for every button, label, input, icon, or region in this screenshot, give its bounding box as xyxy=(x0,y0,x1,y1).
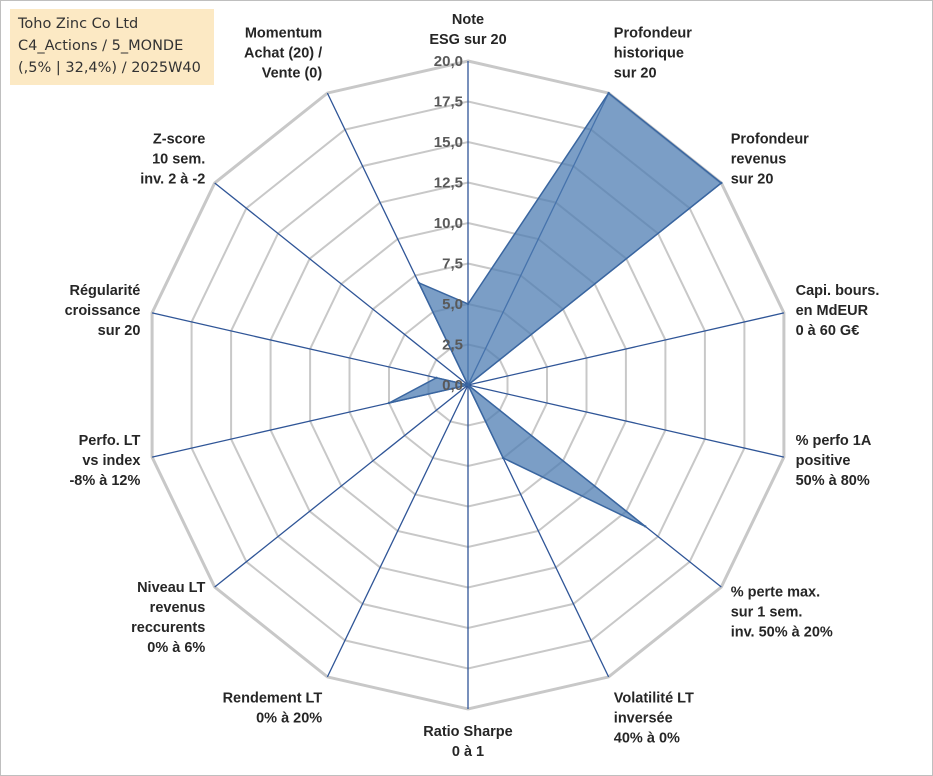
data-point-1 xyxy=(466,302,470,306)
axis-label-4-line-1: Capi. bours. xyxy=(796,283,880,299)
axis-label-5-line-2: positive xyxy=(796,453,851,469)
axis-label-12: Régularité croissance sur 20 xyxy=(65,283,141,339)
axis-label-11-line-3: -8% à 12% xyxy=(69,473,140,489)
data-point-2 xyxy=(607,91,610,95)
data-point-3 xyxy=(720,181,723,185)
axis-label-2-line-2: historique xyxy=(614,45,684,61)
axis-label-13: Z-score 10 sem. inv. 2 à -2 xyxy=(140,132,205,188)
axis-label-13-line-3: inv. 2 à -2 xyxy=(140,172,205,188)
axis-label-12-line-2: croissance xyxy=(65,303,141,319)
axis-spoke-10 xyxy=(214,384,469,588)
axis-label-3-line-1: Profondeur xyxy=(731,132,809,148)
axis-label-1-line-2: ESG sur 20 xyxy=(429,32,506,48)
period-label: (,5% | 32,4%) / 2025W40 xyxy=(18,60,201,76)
data-point-11 xyxy=(387,401,391,405)
axis-label-5-line-1: % perfo 1A xyxy=(796,433,872,449)
axis-label-10: Niveau LT revenus reccurents 0% à 6% xyxy=(131,580,205,656)
axis-label-4-line-2: en MdEUR xyxy=(796,303,869,319)
axis-label-6-line-3: inv. 50% à 20% xyxy=(731,624,833,640)
company-name: Toho Zinc Co Ltd xyxy=(18,16,139,32)
axis-label-1-line-1: Note xyxy=(452,12,484,28)
axis-label-6-line-2: sur 1 sem. xyxy=(731,604,803,620)
tick-label-8: 17,5 xyxy=(434,94,463,111)
tick-label-4: 7,5 xyxy=(442,256,463,273)
axis-label-12-line-1: Régularité xyxy=(69,283,140,299)
tick-label-9: 20,0 xyxy=(434,53,463,70)
axis-label-3-line-3: sur 20 xyxy=(731,172,774,188)
data-point-14 xyxy=(417,281,420,284)
axis-label-7-line-2: inversée xyxy=(614,711,673,727)
axis-label-6: % perte max. sur 1 sem. inv. 50% à 20% xyxy=(731,584,833,640)
axis-label-3-line-2: revenus xyxy=(731,152,787,168)
series-area-1 xyxy=(388,92,723,528)
data-point-13 xyxy=(466,383,470,387)
axis-label-14-line-2: Achat (20) / xyxy=(244,45,322,61)
axis-label-3: Profondeur revenus sur 20 xyxy=(731,132,809,188)
axis-label-8: Ratio Sharpe 0 à 1 xyxy=(423,724,512,760)
data-point-12 xyxy=(435,376,438,379)
tick-label-3: 5,0 xyxy=(442,296,463,313)
axis-label-13-line-1: Z-score xyxy=(153,132,205,148)
axis-label-13-line-2: 10 sem. xyxy=(152,152,205,168)
axis-label-4-line-3: 0 à 60 G€ xyxy=(796,323,860,339)
tick-label-2: 2,5 xyxy=(442,337,463,354)
axis-label-8-line-1: Ratio Sharpe xyxy=(423,724,512,740)
axis-label-11-line-2: vs index xyxy=(82,453,140,469)
radar-axis-labels: Note ESG sur 20 Profondeur historique sur 20… xyxy=(65,12,880,760)
axis-label-10-line-1: Niveau LT xyxy=(137,580,205,596)
axis-label-11-line-1: Perfo. LT xyxy=(79,433,141,449)
tick-label-5: 10,0 xyxy=(434,215,463,232)
axis-label-12-line-3: sur 20 xyxy=(98,323,141,339)
axis-label-1: Note ESG sur 20 xyxy=(429,12,506,48)
axis-spoke-9 xyxy=(326,384,469,678)
axis-label-8-line-2: 0 à 1 xyxy=(452,744,484,760)
tick-label-6: 12,5 xyxy=(434,175,463,192)
axis-label-2: Profondeur historique sur 20 xyxy=(614,25,692,81)
portfolio-label: C4_Actions / 5_MONDE xyxy=(18,38,184,54)
axis-label-7: Volatilité LT inversée 40% à 0% xyxy=(614,691,694,747)
axis-label-7-line-3: 40% à 0% xyxy=(614,731,680,747)
axis-label-9: Rendement LT 0% à 20% xyxy=(223,691,323,727)
axis-spoke-13 xyxy=(214,182,469,386)
axis-label-2-line-1: Profondeur xyxy=(614,25,692,41)
axis-label-11: Perfo. LT vs index -8% à 12% xyxy=(69,433,140,489)
axis-label-2-line-3: sur 20 xyxy=(614,65,657,81)
axis-label-14: Momentum Achat (20) / Vente (0) xyxy=(244,25,322,81)
axis-label-9-line-2: 0% à 20% xyxy=(256,711,322,727)
axis-spoke-12 xyxy=(151,312,469,386)
tick-label-1: 0,0 xyxy=(442,377,463,394)
axis-label-6-line-1: % perte max. xyxy=(731,584,820,600)
axis-label-10-line-2: revenus xyxy=(150,600,206,616)
axis-label-14-line-1: Momentum xyxy=(245,25,322,41)
data-point-6 xyxy=(644,525,647,528)
axis-label-10-line-3: reccurents xyxy=(131,620,205,636)
axis-label-4: Capi. bours. en MdEUR 0 à 60 G€ xyxy=(796,283,880,339)
axis-label-10-line-4: 0% à 6% xyxy=(147,640,205,656)
info-box: Toho Zinc Co Ltd C4_Actions / 5_MONDE (,… xyxy=(10,9,214,85)
tick-label-7: 15,0 xyxy=(434,134,463,151)
radar-tick-labels: 0,0 2,5 5,0 7,5 10,0 12,5 15,0 17,5 20,0 xyxy=(434,53,463,394)
radar-series xyxy=(387,91,723,528)
axis-label-7-line-1: Volatilité LT xyxy=(614,691,694,707)
axis-label-5: % perfo 1A positive 50% à 80% xyxy=(796,433,872,489)
data-point-7 xyxy=(501,456,505,460)
axis-spoke-4 xyxy=(467,312,785,386)
axis-label-5-line-3: 50% à 80% xyxy=(796,473,870,489)
axis-label-14-line-3: Vente (0) xyxy=(262,65,323,81)
axis-spoke-5 xyxy=(467,384,785,458)
axis-label-9-line-1: Rendement LT xyxy=(223,691,323,707)
